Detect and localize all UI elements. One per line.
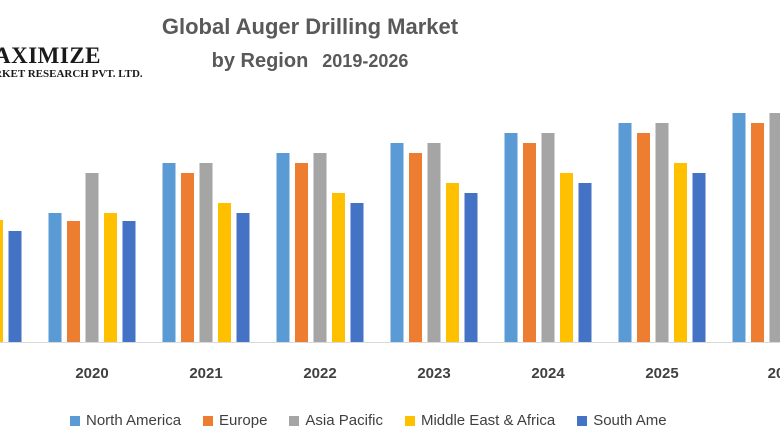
- x-tick-label: 2021: [189, 365, 222, 382]
- bar-2023-north-america: [390, 143, 404, 342]
- x-axis-ticks: 2020 2021 2022 2023 2024 2025 20: [75, 365, 780, 382]
- bar-2024-asia-pacific: [541, 133, 555, 342]
- logo-tagline: RKET RESEARCH PVT. LTD.: [0, 68, 143, 80]
- bar-2022-middle-east-africa: [332, 193, 345, 342]
- bar-2026-north-america: [732, 113, 746, 342]
- bar-2024-europe: [523, 143, 536, 342]
- bar-2021-north-america: [162, 163, 176, 342]
- chart-subtitle-years: 2019-2026: [322, 51, 409, 71]
- x-tick-label: 2025: [645, 365, 678, 382]
- x-tick-label: 2024: [531, 365, 565, 382]
- logo-name: AXIMIZE: [0, 43, 102, 68]
- bar-2023-middle-east-africa: [446, 183, 459, 342]
- legend-item: South Ame: [577, 412, 667, 429]
- chart-title: Global Auger Drilling Market: [161, 14, 459, 39]
- bar-2019-middle-east-africa: [0, 220, 3, 342]
- company-logo: AXIMIZE RKET RESEARCH PVT. LTD.: [0, 43, 143, 81]
- bar-2023-south-america: [464, 193, 478, 342]
- bar-2020-north-america: [48, 213, 62, 342]
- bar-2024-middle-east-africa: [560, 173, 573, 342]
- bar-2020-middle-east-africa: [104, 213, 117, 342]
- bar-2019-south-america: [8, 231, 22, 342]
- bar-2022-south-america: [350, 203, 364, 342]
- legend-swatch: [577, 415, 588, 426]
- x-tick-label: 2022: [303, 365, 336, 382]
- legend-item: Middle East & Africa: [404, 412, 556, 429]
- bars-group: [0, 113, 780, 342]
- x-tick-label: 2020: [75, 365, 108, 382]
- bar-2022-asia-pacific: [313, 153, 327, 342]
- x-tick-label: 2023: [417, 365, 450, 382]
- bar-2020-europe: [67, 221, 80, 342]
- bar-2025-middle-east-africa: [674, 163, 687, 342]
- legend-swatch: [203, 415, 214, 426]
- bar-2026-asia-pacific: [769, 113, 780, 342]
- bar-2025-europe: [637, 133, 650, 342]
- bar-2020-south-america: [122, 221, 136, 342]
- bar-2022-europe: [295, 163, 308, 342]
- bar-2021-middle-east-africa: [218, 203, 231, 342]
- legend-swatch: [70, 415, 80, 426]
- legend-label: Asia Pacific: [305, 412, 383, 429]
- x-tick-label: 20: [768, 365, 780, 382]
- legend-swatch: [404, 415, 415, 426]
- legend-item: Europe: [203, 412, 267, 429]
- bar-2021-europe: [181, 173, 194, 342]
- bar-2025-asia-pacific: [655, 123, 669, 342]
- chart-subtitle: by Region 2019-2026: [0, 50, 620, 73]
- legend-item: Asia Pacific: [289, 412, 383, 429]
- legend: North America Europe Asia Pacific Middle Ea…: [70, 412, 689, 430]
- legend-label: South Ame: [593, 412, 667, 429]
- bar-2026-europe: [751, 123, 764, 342]
- legend-label: Europe: [219, 412, 268, 429]
- bar-2022-north-america: [276, 153, 290, 342]
- legend-item: North America: [70, 412, 181, 429]
- bar-2024-north-america: [504, 133, 518, 342]
- bar-2021-south-america: [236, 213, 250, 342]
- bar-2021-asia-pacific: [199, 163, 213, 342]
- bar-2025-north-america: [618, 123, 632, 342]
- bar-chart: 2020 2021 2022 2023 2024 2025 20: [0, 113, 780, 382]
- bar-2020-asia-pacific: [85, 173, 99, 342]
- bar-2023-europe: [409, 153, 422, 342]
- bar-2023-asia-pacific: [427, 143, 441, 342]
- legend-swatch: [289, 415, 300, 426]
- legend-label: Middle East & Africa: [420, 412, 556, 429]
- legend-label: North America: [86, 412, 182, 429]
- bar-2025-south-america: [692, 173, 706, 342]
- chart-subtitle-region: by Region: [211, 50, 309, 72]
- bar-2024-south-america: [578, 183, 592, 342]
